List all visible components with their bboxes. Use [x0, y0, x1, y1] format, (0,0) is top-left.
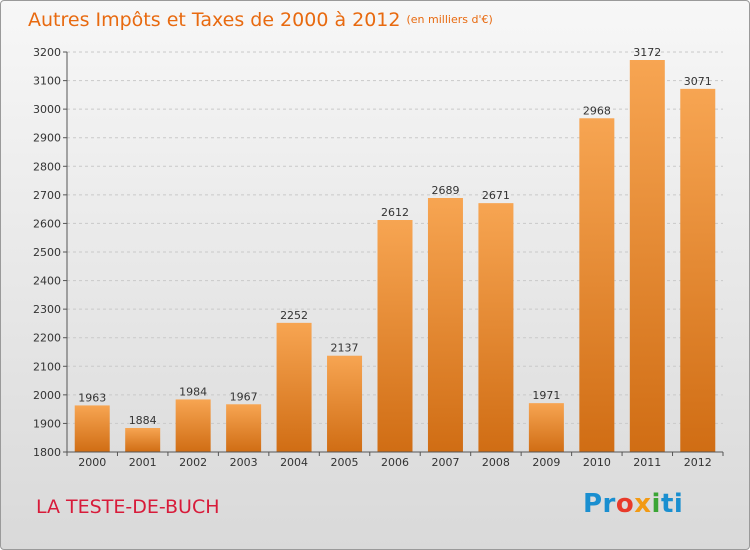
y-tick-label: 2000	[33, 389, 61, 402]
bar-2001	[125, 428, 161, 452]
proxiti-logo: Proxiti	[583, 489, 683, 519]
value-label-2003: 1967	[230, 390, 258, 403]
x-tick-label-2003: 2003	[230, 456, 258, 469]
chart-unit: (en milliers d'€)	[406, 13, 493, 26]
value-label-2011: 3172	[633, 46, 661, 59]
value-label-2004: 2252	[280, 309, 308, 322]
logo-part-5: ti	[660, 489, 684, 519]
x-tick-label-2006: 2006	[381, 456, 409, 469]
logo-part-1: Pr	[583, 489, 616, 519]
x-tick-label-2011: 2011	[633, 456, 661, 469]
value-label-2006: 2612	[381, 206, 409, 219]
bar-2010	[579, 118, 615, 453]
value-label-2012: 3071	[684, 75, 712, 88]
bar-2000	[74, 405, 110, 452]
value-labels: 1963 1884 1984 1967 2252 2137 2612 2689 2671 1971…	[78, 46, 712, 427]
bar-2002	[175, 399, 211, 452]
y-tick-label: 2800	[33, 160, 61, 173]
y-tick-label: 1800	[33, 446, 61, 459]
value-label-2008: 2671	[482, 189, 510, 202]
bar-2007	[427, 198, 463, 452]
x-tick-label-2000: 2000	[78, 456, 106, 469]
value-label-2000: 1963	[78, 391, 106, 404]
town-name: LA TESTE-DE-BUCH	[36, 496, 220, 518]
y-tick-label: 2200	[33, 332, 61, 345]
value-label-2010: 2968	[583, 104, 611, 117]
y-tick-label: 2900	[33, 132, 61, 145]
bar-2003	[226, 404, 262, 452]
y-tick-label: 2600	[33, 217, 61, 230]
bar-2004	[276, 322, 312, 452]
x-tick-label-2010: 2010	[583, 456, 611, 469]
bar-2012	[680, 88, 716, 452]
value-label-2007: 2689	[431, 184, 459, 197]
x-tick-label-2001: 2001	[129, 456, 157, 469]
x-tick-label-2002: 2002	[179, 456, 207, 469]
x-tick-label-2012: 2012	[684, 456, 712, 469]
value-label-2001: 1884	[129, 414, 157, 427]
axes	[66, 52, 723, 453]
y-tick-label: 2100	[33, 360, 61, 373]
y-tick-label: 3200	[33, 46, 61, 59]
logo-part-3: x	[634, 489, 652, 519]
y-tick-label: 2700	[33, 189, 61, 202]
y-tick-label: 1900	[33, 417, 61, 430]
bar-2006	[377, 220, 413, 452]
x-tick-label-2005: 2005	[331, 456, 359, 469]
y-tick-label: 2500	[33, 246, 61, 259]
bar-2009	[528, 403, 564, 452]
bar-2011	[629, 60, 665, 452]
x-tick-label-2008: 2008	[482, 456, 510, 469]
bar-2008	[478, 203, 514, 452]
value-label-2005: 2137	[331, 342, 359, 355]
logo-part-2: o	[615, 489, 635, 519]
y-tick-label: 2300	[33, 303, 61, 316]
y-axis-ticks: 1800 1900 2000 2100 2200 2300 2400 2500 2600 2700…	[33, 46, 67, 459]
y-tick-label: 3000	[33, 103, 61, 116]
logo-part-4: i	[651, 489, 661, 519]
chart-title-text: Autres Impôts et Taxes de 2000 à 2012	[28, 9, 401, 31]
chart-title: Autres Impôts et Taxes de 2000 à 2012 (en…	[28, 9, 493, 31]
bar-2005	[327, 355, 363, 452]
y-tick-label: 3100	[33, 75, 61, 88]
value-label-2009: 1971	[532, 389, 560, 402]
x-tick-label-2007: 2007	[431, 456, 459, 469]
x-axis-ticks: 2000 2001 2002 2003 2004 2005 2006 2007 2008 2009…	[66, 452, 724, 469]
bars	[74, 60, 716, 453]
x-tick-label-2009: 2009	[532, 456, 560, 469]
y-tick-label: 2400	[33, 275, 61, 288]
x-tick-label-2004: 2004	[280, 456, 308, 469]
value-label-2002: 1984	[179, 385, 207, 398]
